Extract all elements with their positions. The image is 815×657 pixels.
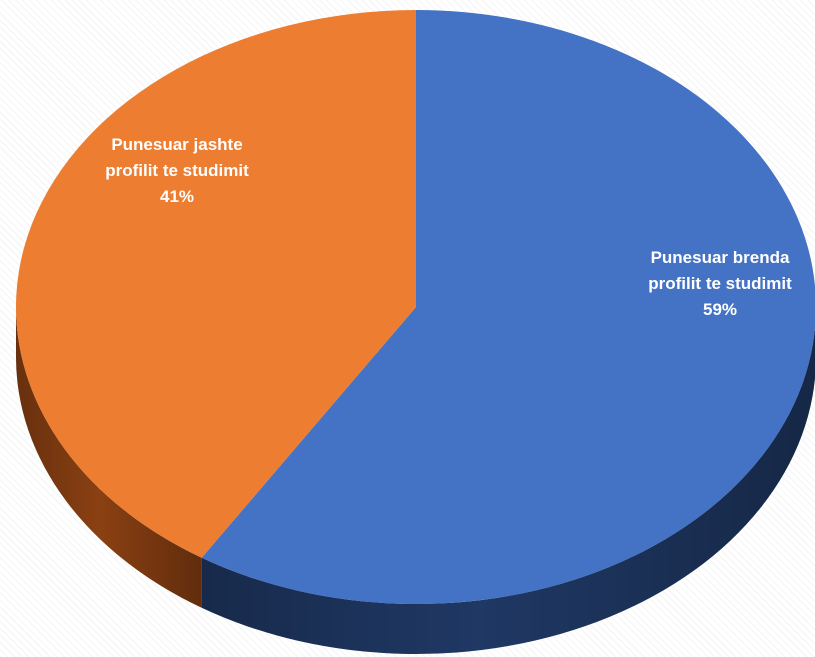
pie-tops [16, 10, 815, 604]
pie-labels: Punesuar brenda profilit te studimit 59% Pu… [105, 135, 792, 319]
pie-side-shade-0 [201, 327, 815, 654]
pie-side-shade-1 [15, 307, 202, 608]
pie-sides [15, 307, 815, 654]
pie-label-1: Punesuar jashte profilit te studimit 41% [105, 135, 249, 206]
pie-slice-0 [201, 10, 815, 604]
pie-slice-1 [16, 10, 417, 558]
pie-label-0: Punesuar brenda profilit te studimit 59% [648, 248, 792, 319]
